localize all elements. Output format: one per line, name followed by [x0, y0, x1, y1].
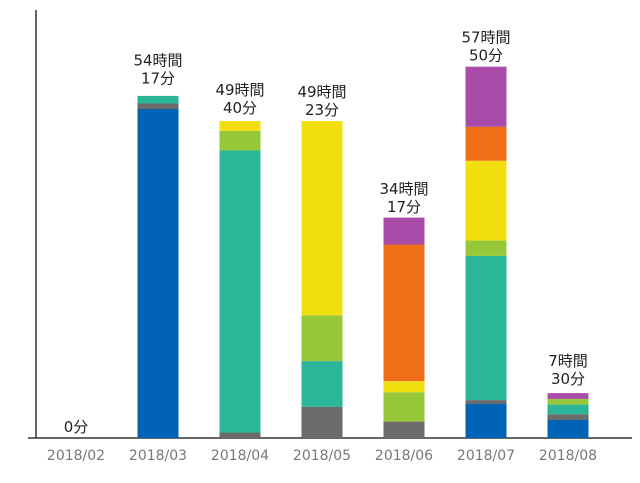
bar-segment	[383, 392, 425, 422]
bar-segment	[219, 432, 261, 438]
bar-segment	[137, 109, 179, 438]
bar-total-label-line: 30分	[551, 370, 585, 388]
bar-segment	[465, 160, 507, 241]
bar-segment	[547, 404, 589, 415]
bar-total-label: 0分	[64, 418, 89, 436]
bar-segment	[301, 361, 343, 407]
bar-total-label: 7時間 30分	[548, 352, 588, 388]
bar-segment	[465, 66, 507, 127]
bar-segment	[383, 421, 425, 438]
bar-total-label-line: 17分	[387, 198, 421, 216]
bar-segment	[383, 217, 425, 245]
x-tick-label: 2018/06	[375, 448, 433, 464]
bar-total-label: 34時間 17分	[379, 180, 428, 216]
x-tick-labels: 2018/02 2018/03 2018/04 2018/05 2018/06 2018/…	[47, 448, 597, 464]
bar-total-label-line: 40分	[223, 99, 257, 117]
bar-segment	[465, 400, 507, 404]
bar-total-label-line: 34時間	[379, 180, 428, 198]
bar-segment	[465, 240, 507, 256]
bar-total-label-line: 49時間	[215, 81, 264, 99]
bar-segment	[465, 255, 507, 401]
x-tick-label: 2018/04	[211, 448, 269, 464]
bar-segment	[383, 244, 425, 382]
bar-total-label-line: 50分	[469, 47, 503, 65]
bars	[137, 66, 589, 438]
x-tick-label: 2018/02	[47, 448, 105, 464]
bar-segment	[465, 126, 507, 161]
bar-total-label-line: 49時間	[297, 83, 346, 101]
bar-total-label-line: 17分	[141, 70, 175, 88]
x-tick-label: 2018/08	[539, 448, 597, 464]
bar-segment	[383, 381, 425, 393]
bar-segment	[219, 121, 261, 131]
x-tick-label: 2018/07	[457, 448, 515, 464]
bar-total-label-line: 54時間	[133, 52, 182, 70]
x-tick-label: 2018/05	[293, 448, 351, 464]
bar-total-label: 49時間 23分	[297, 83, 346, 119]
bar-segment	[219, 130, 261, 151]
bar-segment	[547, 414, 589, 420]
bar-total-label: 57時間 50分	[461, 29, 510, 65]
bar-segment	[301, 315, 343, 362]
x-tick-label: 2018/03	[129, 448, 187, 464]
bar-total-label: 49時間 40分	[215, 81, 264, 117]
bar-segment	[547, 420, 589, 438]
bar-segment	[547, 398, 589, 405]
bar-segment	[219, 150, 261, 433]
bar-segment	[465, 404, 507, 438]
bar-segment	[137, 95, 179, 104]
bar-segment	[301, 121, 343, 316]
bar-segment	[137, 103, 179, 109]
bar-total-label-line: 23分	[305, 101, 339, 119]
bar-total-label-line: 7時間	[548, 352, 588, 370]
bar-segment	[547, 393, 589, 399]
bar-total-label-line: 57時間	[461, 29, 510, 47]
bar-total-label: 54時間 17分	[133, 52, 182, 88]
bar-segment	[301, 406, 343, 438]
bar-total-label-line: 0分	[64, 418, 89, 436]
